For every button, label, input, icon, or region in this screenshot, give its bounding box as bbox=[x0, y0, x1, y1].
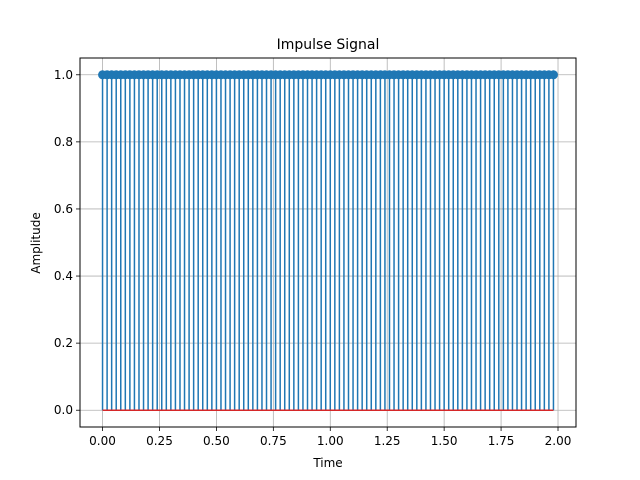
y-tick-label-3: 0.6 bbox=[54, 202, 73, 216]
y-axis-label: Amplitude bbox=[29, 212, 43, 274]
x-axis-label: Time bbox=[312, 456, 342, 470]
axes-frame bbox=[79, 57, 577, 428]
x-tick-label-7: 1.75 bbox=[488, 434, 515, 448]
x-tick-label-4: 1.00 bbox=[317, 434, 344, 448]
x-tick-label-5: 1.25 bbox=[374, 434, 401, 448]
x-tick-label-2: 0.50 bbox=[203, 434, 230, 448]
x-tick-label-0: 0.00 bbox=[89, 434, 116, 448]
x-tick-label-1: 0.25 bbox=[146, 434, 173, 448]
y-tick-label-5: 1.0 bbox=[54, 68, 73, 82]
x-tick-label-6: 1.50 bbox=[431, 434, 458, 448]
grid bbox=[80, 58, 576, 427]
y-tick-label-0: 0.0 bbox=[54, 403, 73, 417]
stem-series bbox=[101, 74, 555, 411]
stem-markers bbox=[98, 70, 558, 80]
chart-title: Impulse Signal bbox=[277, 37, 380, 53]
y-axis-ticks: 0.0 0.2 0.4 0.6 0.8 1.0 bbox=[54, 68, 80, 417]
stem-marker-99 bbox=[548, 70, 558, 80]
x-tick-label-3: 0.75 bbox=[260, 434, 287, 448]
y-tick-label-1: 0.2 bbox=[54, 336, 73, 350]
y-tick-label-2: 0.4 bbox=[54, 269, 73, 283]
x-axis-ticks: 0.00 0.25 0.50 0.75 1.00 1.25 1.50 1.75 2.00 bbox=[89, 427, 571, 448]
x-tick-label-8: 2.00 bbox=[545, 434, 572, 448]
y-tick-label-4: 0.8 bbox=[54, 135, 73, 149]
